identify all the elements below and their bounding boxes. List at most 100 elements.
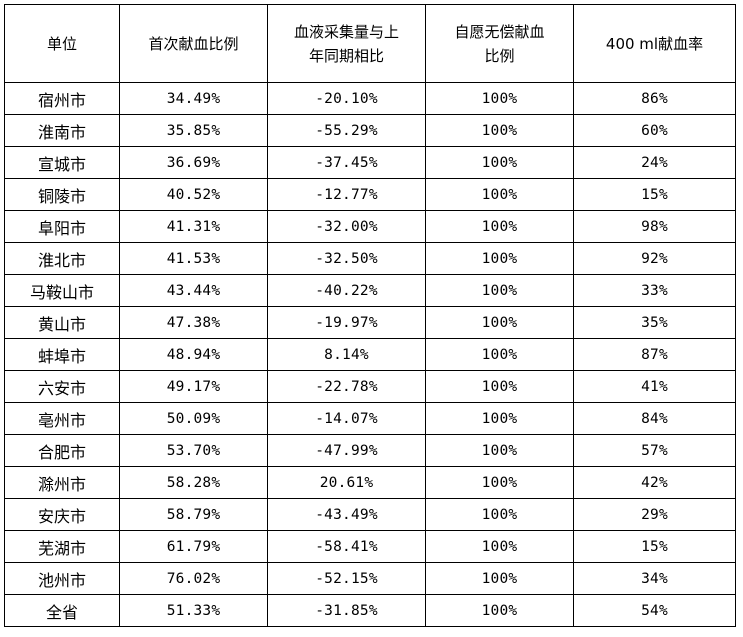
cell-400ml-rate: 98% <box>573 210 736 243</box>
cell-400ml-rate: 15% <box>573 530 736 563</box>
cell-collection-yoy: 8.14% <box>267 338 426 371</box>
header-unit: 单位 <box>4 4 120 83</box>
cell-unit: 六安市 <box>4 370 120 403</box>
cell-collection-yoy: -14.07% <box>267 402 426 435</box>
cell-collection-yoy: -40.22% <box>267 274 426 307</box>
cell-first-donation-ratio: 49.17% <box>119 370 268 403</box>
cell-unit: 马鞍山市 <box>4 274 120 307</box>
cell-unit: 阜阳市 <box>4 210 120 243</box>
cell-voluntary-ratio: 100% <box>425 274 574 307</box>
cell-collection-yoy: -32.00% <box>267 210 426 243</box>
cell-collection-yoy: -58.41% <box>267 530 426 563</box>
table-row: 宿州市 34.49% -20.10% 100% 86% <box>4 82 736 115</box>
cell-first-donation-ratio: 58.28% <box>119 466 268 499</box>
cell-400ml-rate: 29% <box>573 498 736 531</box>
cell-400ml-rate: 57% <box>573 434 736 467</box>
table-row: 铜陵市 40.52% -12.77% 100% 15% <box>4 178 736 211</box>
cell-first-donation-ratio: 47.38% <box>119 306 268 339</box>
cell-first-donation-ratio: 43.44% <box>119 274 268 307</box>
table-row: 黄山市 47.38% -19.97% 100% 35% <box>4 306 736 339</box>
header-first-donation-ratio: 首次献血比例 <box>119 4 268 83</box>
cell-400ml-rate: 35% <box>573 306 736 339</box>
cell-first-donation-ratio: 35.85% <box>119 114 268 147</box>
cell-unit: 铜陵市 <box>4 178 120 211</box>
cell-unit: 滁州市 <box>4 466 120 499</box>
cell-collection-yoy: -19.97% <box>267 306 426 339</box>
blood-donation-table-container: 单位 首次献血比例 血液采集量与上 年同期相比 自愿无偿献血 比例 400 ml… <box>4 4 736 627</box>
table-row: 淮南市 35.85% -55.29% 100% 60% <box>4 114 736 147</box>
table-row: 滁州市 58.28% 20.61% 100% 42% <box>4 466 736 499</box>
table-row: 芜湖市 61.79% -58.41% 100% 15% <box>4 530 736 563</box>
blood-donation-table: 单位 首次献血比例 血液采集量与上 年同期相比 自愿无偿献血 比例 400 ml… <box>4 4 736 627</box>
cell-voluntary-ratio: 100% <box>425 114 574 147</box>
table-row: 安庆市 58.79% -43.49% 100% 29% <box>4 498 736 531</box>
cell-first-donation-ratio: 58.79% <box>119 498 268 531</box>
table-row: 合肥市 53.70% -47.99% 100% 57% <box>4 434 736 467</box>
table-header: 单位 首次献血比例 血液采集量与上 年同期相比 自愿无偿献血 比例 400 ml… <box>4 4 736 83</box>
cell-collection-yoy: -22.78% <box>267 370 426 403</box>
cell-400ml-rate: 42% <box>573 466 736 499</box>
cell-voluntary-ratio: 100% <box>425 466 574 499</box>
cell-unit: 亳州市 <box>4 402 120 435</box>
cell-collection-yoy: -55.29% <box>267 114 426 147</box>
header-voluntary-ratio: 自愿无偿献血 比例 <box>425 4 574 83</box>
cell-400ml-rate: 34% <box>573 562 736 595</box>
cell-unit: 蚌埠市 <box>4 338 120 371</box>
cell-unit: 黄山市 <box>4 306 120 339</box>
cell-collection-yoy: -12.77% <box>267 178 426 211</box>
cell-collection-yoy: -32.50% <box>267 242 426 275</box>
cell-collection-yoy: 20.61% <box>267 466 426 499</box>
table-row: 全省 51.33% -31.85% 100% 54% <box>4 594 736 627</box>
cell-unit: 宣城市 <box>4 146 120 179</box>
cell-collection-yoy: -52.15% <box>267 562 426 595</box>
header-400ml-rate: 400 ml献血率 <box>573 4 736 83</box>
cell-400ml-rate: 87% <box>573 338 736 371</box>
cell-voluntary-ratio: 100% <box>425 370 574 403</box>
table-row: 宣城市 36.69% -37.45% 100% 24% <box>4 146 736 179</box>
cell-unit: 宿州市 <box>4 82 120 115</box>
cell-voluntary-ratio: 100% <box>425 210 574 243</box>
table-row: 阜阳市 41.31% -32.00% 100% 98% <box>4 210 736 243</box>
table-body: 宿州市 34.49% -20.10% 100% 86% 淮南市 35.85% -55.29% 1… <box>4 82 736 627</box>
cell-first-donation-ratio: 41.31% <box>119 210 268 243</box>
cell-collection-yoy: -31.85% <box>267 594 426 627</box>
cell-voluntary-ratio: 100% <box>425 82 574 115</box>
cell-first-donation-ratio: 61.79% <box>119 530 268 563</box>
cell-voluntary-ratio: 100% <box>425 498 574 531</box>
cell-first-donation-ratio: 48.94% <box>119 338 268 371</box>
cell-collection-yoy: -37.45% <box>267 146 426 179</box>
cell-unit: 淮北市 <box>4 242 120 275</box>
table-row: 马鞍山市 43.44% -40.22% 100% 33% <box>4 274 736 307</box>
cell-first-donation-ratio: 34.49% <box>119 82 268 115</box>
cell-400ml-rate: 15% <box>573 178 736 211</box>
cell-voluntary-ratio: 100% <box>425 306 574 339</box>
cell-voluntary-ratio: 100% <box>425 594 574 627</box>
cell-voluntary-ratio: 100% <box>425 402 574 435</box>
table-row: 池州市 76.02% -52.15% 100% 34% <box>4 562 736 595</box>
cell-unit: 全省 <box>4 594 120 627</box>
cell-400ml-rate: 92% <box>573 242 736 275</box>
cell-voluntary-ratio: 100% <box>425 178 574 211</box>
cell-400ml-rate: 86% <box>573 82 736 115</box>
cell-voluntary-ratio: 100% <box>425 530 574 563</box>
table-row: 蚌埠市 48.94% 8.14% 100% 87% <box>4 338 736 371</box>
header-collection-yoy: 血液采集量与上 年同期相比 <box>267 4 426 83</box>
cell-400ml-rate: 60% <box>573 114 736 147</box>
cell-first-donation-ratio: 51.33% <box>119 594 268 627</box>
cell-first-donation-ratio: 53.70% <box>119 434 268 467</box>
cell-voluntary-ratio: 100% <box>425 146 574 179</box>
cell-400ml-rate: 33% <box>573 274 736 307</box>
cell-400ml-rate: 54% <box>573 594 736 627</box>
cell-collection-yoy: -43.49% <box>267 498 426 531</box>
cell-unit: 芜湖市 <box>4 530 120 563</box>
cell-first-donation-ratio: 76.02% <box>119 562 268 595</box>
cell-voluntary-ratio: 100% <box>425 338 574 371</box>
table-row: 六安市 49.17% -22.78% 100% 41% <box>4 370 736 403</box>
cell-400ml-rate: 41% <box>573 370 736 403</box>
header-row: 单位 首次献血比例 血液采集量与上 年同期相比 自愿无偿献血 比例 400 ml… <box>4 4 736 83</box>
cell-unit: 池州市 <box>4 562 120 595</box>
cell-unit: 合肥市 <box>4 434 120 467</box>
table-row: 亳州市 50.09% -14.07% 100% 84% <box>4 402 736 435</box>
cell-unit: 安庆市 <box>4 498 120 531</box>
cell-voluntary-ratio: 100% <box>425 434 574 467</box>
